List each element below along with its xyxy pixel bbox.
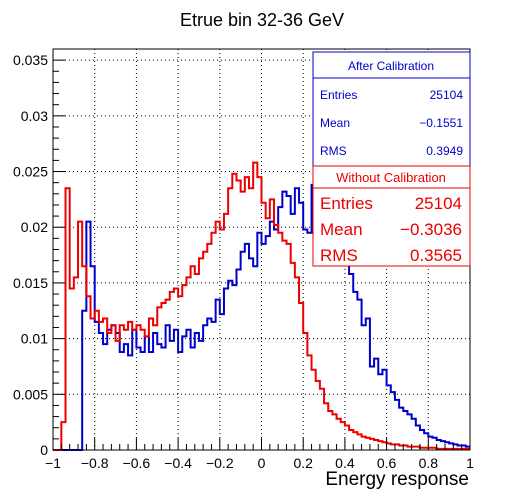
x-tick-label: −0.2 (206, 455, 234, 471)
y-tick-label: 0.02 (21, 219, 48, 235)
x-tick-label: 1 (466, 455, 474, 471)
series-without-calibration-line (53, 161, 470, 451)
x-tick-label: −0.8 (81, 455, 109, 471)
y-tick-label: 0.005 (13, 386, 48, 402)
stats-after-label: After Calibration (348, 59, 434, 73)
x-tick-label: 0.2 (293, 455, 313, 471)
y-tick-label: 0.01 (21, 331, 48, 347)
x-tick-label: 0.6 (377, 455, 397, 471)
x-tick-label: −0.4 (164, 455, 192, 471)
stats-without-entries-value: 25104 (415, 194, 462, 213)
x-tick-label: 0.8 (419, 455, 439, 471)
stats-box-after-calibration: After Calibration Entries 25104 Mean −0.… (312, 51, 471, 167)
histogram-series (53, 161, 470, 451)
x-tick-label: −1 (45, 455, 61, 471)
y-tick-label: 0.015 (13, 275, 48, 291)
x-tick-label: 0 (258, 455, 266, 471)
x-axis-title: Energy response (325, 469, 469, 490)
y-tick-label: 0.025 (13, 164, 48, 180)
stats-without-entries-label: Entries (320, 194, 373, 213)
stats-without-label: Without Calibration (336, 170, 446, 185)
stats-box-without-calibration: Without Calibration Entries 25104 Mean −… (312, 165, 471, 267)
stats-without-mean-label: Mean (320, 220, 363, 239)
stats-after-rms-label: RMS (320, 144, 347, 158)
stats-box-without-frame (312, 165, 471, 267)
y-tick-label: 0.03 (21, 108, 48, 124)
chart-title: Etrue bin 32-36 GeV (180, 10, 344, 30)
x-tick-label: 0.4 (335, 455, 355, 471)
stats-after-rms-value: 0.3949 (426, 144, 463, 158)
stats-after-mean-label: Mean (320, 116, 350, 130)
y-tick-label: 0 (40, 442, 48, 458)
x-tick-label: −0.6 (123, 455, 151, 471)
axes: −1 −0.8 −0.6 −0.4 −0.2 0 0.2 0.4 0.6 0.8 1 0 0.005 0.… (13, 52, 474, 471)
stats-without-rms-label: RMS (320, 246, 358, 265)
stats-box-after-frame (312, 51, 471, 167)
stats-after-entries-label: Entries (320, 88, 357, 102)
stats-without-mean-value: −0.3036 (400, 220, 462, 239)
y-tick-label: 0.035 (13, 52, 48, 68)
stats-after-entries-value: 25104 (430, 88, 464, 102)
stats-after-mean-value: −0.1551 (419, 116, 463, 130)
stats-without-rms-value: 0.3565 (410, 246, 462, 265)
